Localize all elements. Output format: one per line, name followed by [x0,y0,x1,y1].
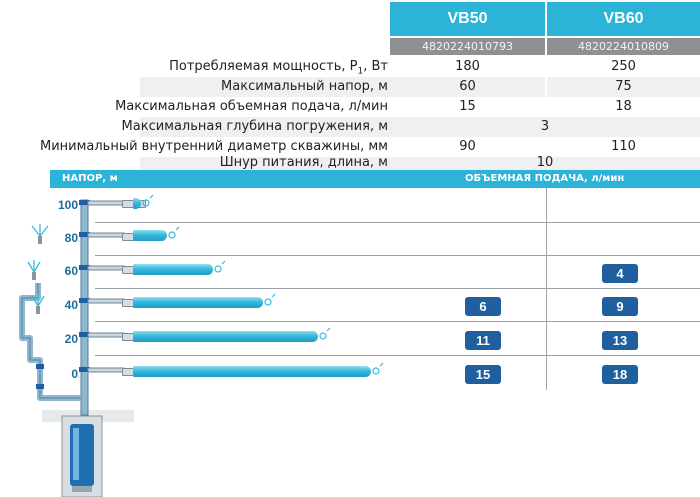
splash-icon [142,194,384,375]
grid-line [95,355,700,356]
spec-value-vb50: 15 [459,99,476,114]
water-jet-icon [133,366,371,377]
grid-line [95,255,700,256]
model-code-vb50: 4820224010793 [390,38,545,55]
spec-value-vb60: 18 [615,99,632,114]
flow-axis-label: ОБЪЕМНАЯ ПОДАЧА, л/мин [465,173,625,184]
head-axis-label: НАПОР, м [62,173,118,184]
spec-value-vb50: 90 [459,139,476,154]
grid-divider [546,188,547,390]
head-level-label: 80 [64,231,78,245]
spec-row-max-head: Максимальный напор, м 60 75 [0,77,700,97]
flow-badge-vb60: 4 [602,264,638,283]
water-jet-icon [133,230,167,241]
head-level-label: 20 [64,332,78,346]
column-divider [545,137,547,157]
model-name-vb50: VB50 [447,10,488,27]
model-name-vb60: VB60 [603,10,644,27]
flow-badge-vb60: 18 [602,365,638,384]
water-jet-icon [133,264,213,275]
spec-value-vb60: 110 [611,139,636,154]
head-level-label: 60 [64,264,78,278]
grid-line [95,288,700,289]
spec-value-shared: 10 [536,155,554,170]
model-code-vb60: 4820224010809 [547,38,700,55]
water-jet-icon [133,297,263,308]
sprinkler-icon [27,224,49,314]
spec-row-max-flow: Максимальная объемная подача, л/мин 15 1… [0,97,700,117]
grid-line [95,321,700,322]
grid-line [95,222,700,223]
spec-value-shared: 3 [540,119,550,134]
flow-badge-vb50: 6 [465,297,501,316]
spec-row-max-depth: Максимальная глубина погружения, м 3 [0,117,700,137]
spec-label-subscript: 1 [357,66,364,77]
spec-value-vb60: 250 [611,59,636,74]
spec-row-power: Потребляемая мощность, P1, Вт 180 250 [0,57,700,77]
spec-label: Минимальный внутренний диаметр скважины,… [39,139,388,154]
flow-badge-vb60: 13 [602,331,638,350]
column-divider [545,57,547,117]
spec-row-min-diameter: Минимальный внутренний диаметр скважины,… [0,137,700,157]
spec-row-cord: Шнур питания, длина, м 10 [0,155,700,170]
performance-header: НАПОР, м ОБЪЕМНАЯ ПОДАЧА, л/мин [50,170,700,188]
model-header-vb50: VB50 [390,2,545,36]
model-header-vb60: VB60 [547,2,700,36]
water-jet-icon [133,331,318,342]
spec-label: Максимальная объемная подача, л/мин [115,99,388,114]
flow-badge-vb60: 9 [602,297,638,316]
spec-value-vb50: 60 [459,79,476,94]
flow-badge-vb50: 15 [465,365,501,384]
head-level-label: 0 [71,367,78,381]
spec-label: Максимальная глубина погружения, м [121,119,388,134]
spec-label: Шнур питания, длина, м [219,155,388,170]
spec-label: Потребляемая мощность, P1, Вт [169,59,388,77]
spec-value-vb50: 180 [455,59,480,74]
spec-value-vb60: 75 [615,79,632,94]
spec-label: Максимальный напор, м [221,79,388,94]
water-jet-icon [133,198,141,209]
head-level-label: 100 [57,198,78,212]
flow-badge-vb50: 11 [465,331,501,350]
head-level-label: 40 [64,298,78,312]
